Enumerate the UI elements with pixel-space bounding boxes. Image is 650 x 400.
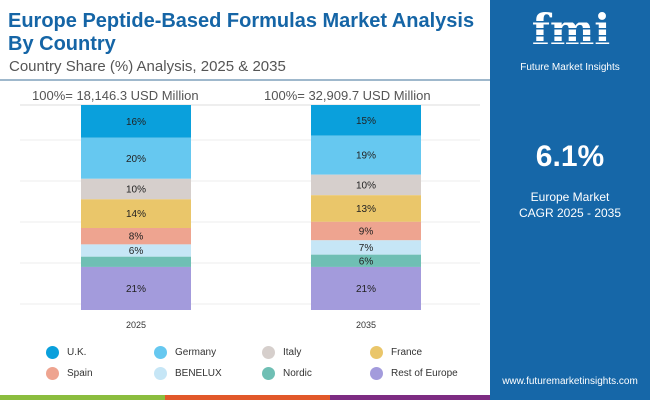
legend-item: Spain [46, 367, 93, 380]
bar-segment-rest-of-europe-2025 [81, 266, 191, 310]
stacked-bar-chart: 16% 20% 10% 14% 8% 6% 21% 2025 15% 19% 10% 13% 9% 7% 6… [20, 104, 480, 330]
legend-label: Germany [175, 347, 217, 358]
legend-swatch [46, 346, 59, 359]
data-label: 8% [129, 232, 144, 243]
total-2035: 100%= 32,909.7 USD Million [264, 88, 431, 103]
bar-segment-germany-2035 [311, 135, 421, 175]
page-title: Europe Peptide-Based Formulas Market Ana… [8, 10, 475, 55]
data-label: 10% [356, 180, 376, 191]
bar-segment-rest-of-europe-2035 [311, 266, 421, 310]
stripe-orange [165, 395, 330, 400]
stripe-purple [330, 395, 490, 400]
bar-segment-nordic-2025 [81, 256, 191, 267]
legend-label: Rest of Europe [391, 368, 458, 379]
bar-segment-benelux-2025 [81, 244, 191, 257]
bar-segment-benelux-2035 [311, 240, 421, 255]
legend-swatch [154, 346, 167, 359]
x-tick-label: 2035 [356, 320, 376, 330]
legend-label: Spain [67, 368, 93, 379]
legend-item: Nordic [262, 367, 312, 380]
data-label: 6% [129, 246, 144, 257]
legend-swatch [46, 367, 59, 380]
legend-swatch [370, 367, 383, 380]
data-label: 9% [359, 227, 374, 238]
data-label: 16% [126, 117, 146, 128]
bar-segment-spain-2025 [81, 228, 191, 245]
data-label: 10% [126, 185, 146, 196]
page-subtitle: Country Share (%) Analysis, 2025 & 2035 [9, 58, 286, 75]
legend-label: Nordic [283, 368, 312, 379]
legend-swatch [262, 367, 275, 380]
bar-segment-italy-2025 [81, 178, 191, 200]
data-label: 13% [356, 204, 376, 215]
data-label: 7% [359, 243, 374, 254]
cagr-value: 6.1% [535, 140, 605, 173]
legend-label: Italy [283, 347, 302, 358]
cagr-period: CAGR 2025 - 2035 [518, 206, 622, 220]
bar-segment-france-2025 [81, 199, 191, 228]
data-label: 21% [126, 284, 146, 295]
bar-segment-spain-2035 [311, 221, 421, 241]
legend-item: Germany [154, 346, 216, 359]
legend-item: U.K. [46, 346, 86, 359]
bar-segment-italy-2035 [311, 174, 421, 196]
bar-segment-germany-2025 [81, 137, 191, 179]
divider [0, 79, 490, 81]
x-tick-label: 2025 [126, 320, 146, 330]
data-label: 19% [356, 151, 376, 162]
stripe-green [0, 395, 165, 400]
legend-item: France [370, 346, 422, 359]
data-label: 15% [356, 116, 376, 127]
brand-name: Future Market Insights [520, 62, 620, 73]
bar-segment-nordic-2035 [311, 254, 421, 267]
legend-swatch [262, 346, 275, 359]
legend-swatch [154, 367, 167, 380]
data-label: 20% [126, 154, 146, 165]
total-2025: 100%= 18,146.3 USD Million [32, 88, 199, 103]
data-label: 14% [126, 209, 146, 220]
legend-item: Italy [262, 346, 301, 359]
bar-segment-u-k--2035 [311, 105, 421, 136]
legend-label: U.K. [67, 347, 87, 358]
data-label: 21% [356, 284, 376, 295]
fmi-logo: fmi [516, 5, 626, 54]
legend-item: BENELUX [154, 367, 222, 380]
bar-segment-france-2035 [311, 195, 421, 222]
legend-swatch [370, 346, 383, 359]
data-label: 6% [359, 256, 374, 267]
bar-segment-u-k--2025 [81, 105, 191, 138]
website-link[interactable]: www.futuremarketinsights.com [502, 376, 638, 387]
legend-label: BENELUX [175, 368, 222, 379]
legend-item: Rest of Europe [370, 367, 458, 380]
brand-panel [490, 0, 650, 400]
cagr-label: Europe Market [530, 190, 610, 204]
legend-label: France [391, 347, 423, 358]
